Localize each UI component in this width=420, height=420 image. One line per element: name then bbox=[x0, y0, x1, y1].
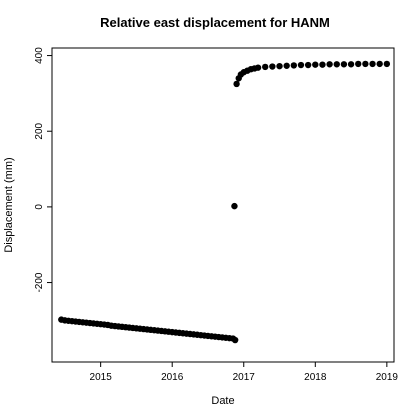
x-tick-label: 2016 bbox=[161, 372, 184, 383]
data-point bbox=[231, 336, 239, 344]
data-point bbox=[276, 62, 283, 70]
data-point bbox=[304, 61, 312, 69]
data-point bbox=[262, 63, 269, 71]
data-point bbox=[231, 202, 238, 210]
data-point bbox=[297, 61, 305, 69]
data-point bbox=[376, 60, 383, 68]
data-point bbox=[355, 60, 362, 68]
data-point bbox=[362, 60, 369, 68]
data-point bbox=[319, 61, 326, 68]
data-point bbox=[290, 62, 298, 69]
data-point bbox=[269, 63, 276, 70]
data-point bbox=[383, 60, 391, 68]
data-point bbox=[340, 61, 348, 68]
y-axis: -200 0 200 400 bbox=[34, 47, 53, 293]
y-tick-label: -200 bbox=[34, 272, 45, 292]
chart-title: Relative east displacement for HANM bbox=[100, 15, 330, 30]
x-axis-label: Date bbox=[211, 395, 234, 407]
data-point bbox=[347, 61, 355, 68]
data-points bbox=[58, 60, 391, 344]
data-point bbox=[312, 61, 319, 68]
data-point bbox=[254, 64, 262, 71]
data-point bbox=[333, 61, 340, 68]
y-tick-label: 0 bbox=[34, 204, 45, 210]
y-tick-label: 400 bbox=[34, 47, 45, 64]
x-tick-label: 2019 bbox=[376, 372, 399, 383]
y-axis-label: Displacement (mm) bbox=[3, 157, 15, 252]
data-point bbox=[369, 60, 376, 68]
x-tick-label: 2018 bbox=[304, 372, 327, 383]
data-point bbox=[233, 80, 240, 88]
plot-frame bbox=[51, 47, 395, 363]
x-axis: 2015 2016 2017 2018 2019 bbox=[90, 361, 399, 383]
data-point bbox=[283, 62, 290, 69]
y-tick-label: 200 bbox=[34, 122, 45, 139]
x-tick-label: 2017 bbox=[233, 372, 256, 383]
x-tick-label: 2015 bbox=[90, 372, 113, 383]
data-point bbox=[326, 61, 333, 68]
